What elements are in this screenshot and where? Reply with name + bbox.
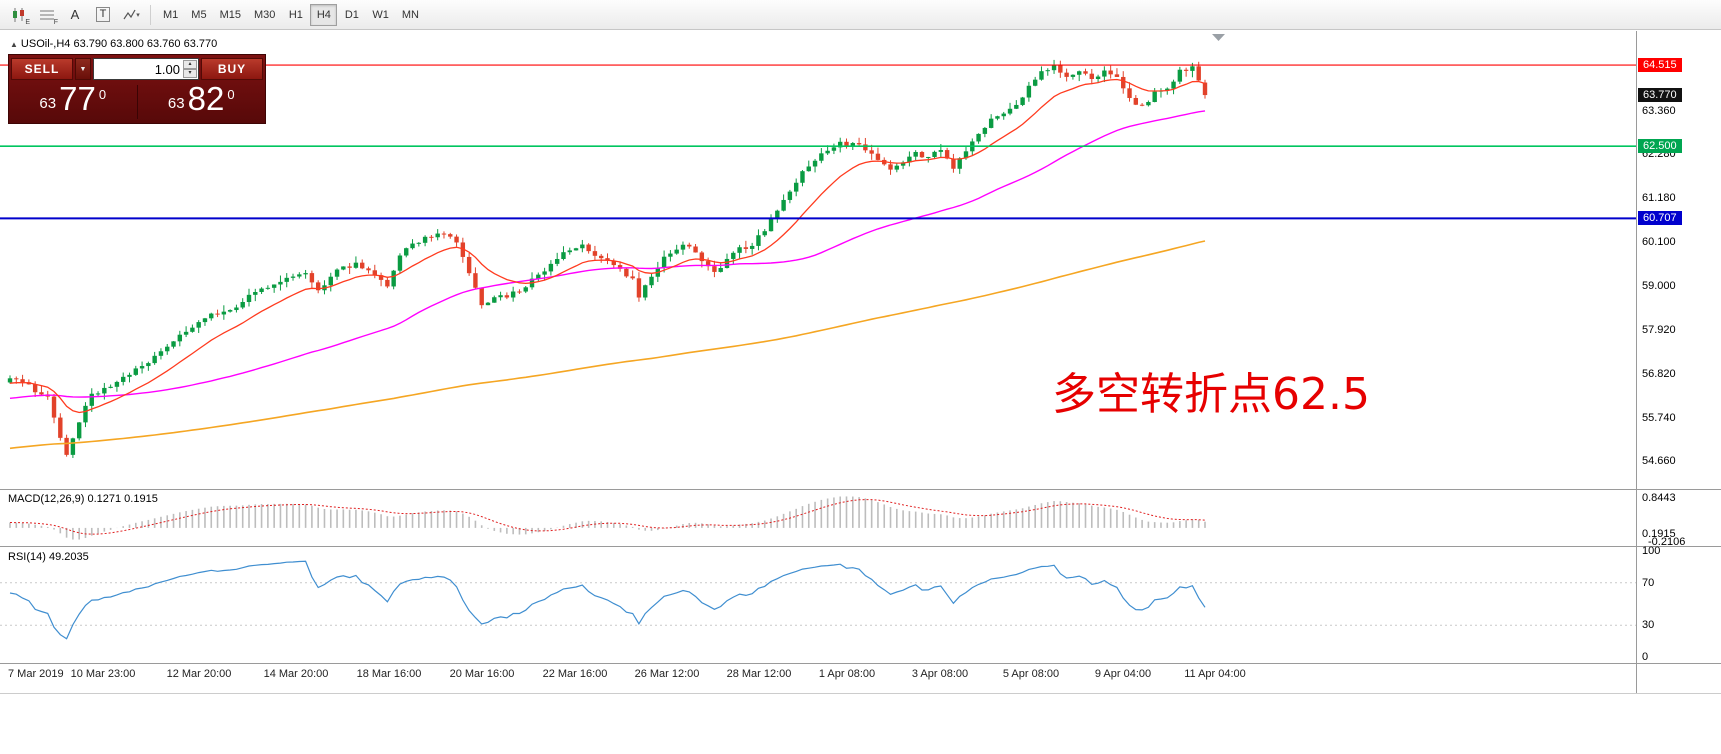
sell-price-main: 77: [59, 80, 96, 118]
sell-price-sup: 0: [98, 86, 107, 102]
sell-price-display[interactable]: 63 77 0: [9, 80, 137, 118]
price-axis-label: 61.180: [1642, 192, 1676, 205]
timeframe-m5-button[interactable]: M5: [185, 4, 212, 26]
rsi-label: RSI(14) 49.2035: [8, 551, 89, 563]
timeframe-button-group: M1 M5 M15 M30 H1 H4 D1 W1 MN: [157, 3, 425, 26]
trade-panel-controls: SELL ▼ ▴ ▾ BUY: [9, 55, 265, 81]
timeframe-m1-button[interactable]: M1: [157, 4, 184, 26]
volume-increase-button[interactable]: ▴: [183, 60, 197, 69]
time-axis-label: 20 Mar 16:00: [449, 668, 515, 680]
buy-price-display[interactable]: 63 82 0: [138, 80, 266, 118]
time-axis-label: 11 Apr 04:00: [1184, 668, 1246, 680]
price-axis-label: 60.100: [1642, 235, 1676, 248]
buy-button[interactable]: BUY: [201, 58, 263, 80]
price-axis-label: 57.920: [1642, 323, 1676, 336]
macd-axis-label: -0.2106: [1648, 536, 1686, 548]
time-axis-label: 7 Mar 2019: [8, 668, 64, 680]
candlestick-chart-icon[interactable]: E: [6, 3, 32, 27]
timeframe-mn-button[interactable]: MN: [396, 4, 425, 26]
cursor-tool-icon[interactable]: ▾: [118, 3, 144, 27]
timeframe-h1-button[interactable]: H1: [282, 4, 309, 26]
macd-label: MACD(12,26,9) 0.1271 0.1915: [8, 493, 158, 505]
timeframe-h4-button[interactable]: H4: [310, 3, 338, 26]
price-axis-label: 54.660: [1642, 455, 1676, 467]
time-axis-label: 18 Mar 16:00: [356, 668, 422, 680]
indicator-list-icon[interactable]: F: [34, 3, 60, 27]
time-axis-label: 9 Apr 04:00: [1094, 668, 1152, 680]
icon-sub-label: F: [53, 18, 58, 26]
trade-panel-prices: 63 77 0 63 82 0: [9, 81, 265, 123]
chevron-down-icon: ▼: [79, 65, 87, 73]
macd-axis-label: 0.8443: [1642, 492, 1676, 504]
price-badge: 62.500: [1638, 139, 1682, 154]
chart-annotation: 多空转折点62.5: [1052, 369, 1370, 420]
chart-shift-marker-icon: [1212, 34, 1225, 41]
rsi-axis-label: 0: [1642, 651, 1649, 663]
symbol-ohlc-text: USOil-,H4 63.790 63.800 63.760 63.770: [20, 38, 218, 50]
toolbar-icon-group: E F A T ▾: [6, 3, 144, 27]
text-tool-icon[interactable]: T: [90, 3, 116, 27]
volume-spinner: ▴ ▾: [183, 60, 197, 78]
time-axis-label: 3 Apr 08:00: [911, 668, 969, 680]
toolbar: E F A T ▾ M1 M5 M15 M30 H1 H4 D1 W1 MN: [0, 0, 1721, 30]
timeframe-w1-button[interactable]: W1: [366, 4, 395, 26]
volume-dropdown-button[interactable]: ▼: [75, 58, 91, 80]
buy-price-sup: 0: [227, 86, 235, 102]
price-axis-label: 63.360: [1642, 104, 1676, 117]
time-axis-label: 22 Mar 16:00: [542, 668, 608, 680]
one-click-trading-panel: SELL ▼ ▴ ▾ BUY 63 77 0 63 82 0: [8, 54, 266, 124]
sell-button[interactable]: SELL: [11, 58, 73, 80]
price-divider: [136, 85, 138, 119]
buy-price-main: 82: [187, 80, 225, 118]
sell-price-prefix: 63: [39, 94, 57, 112]
toolbar-separator: [150, 4, 151, 25]
time-axis-label: 1 Apr 08:00: [818, 668, 876, 680]
collapse-panel-icon[interactable]: ▲: [10, 40, 18, 49]
rsi-axis-label: 100: [1642, 545, 1661, 557]
volume-decrease-button[interactable]: ▾: [183, 69, 197, 78]
time-axis-label: 26 Mar 12:00: [634, 668, 700, 680]
time-axis-label: 28 Mar 12:00: [726, 668, 792, 680]
icon-sub-label: E: [25, 18, 30, 26]
price-badge: 60.707: [1638, 211, 1682, 226]
rsi-axis-label: 70: [1642, 576, 1655, 589]
volume-input[interactable]: [94, 59, 198, 79]
buy-price-prefix: 63: [167, 94, 185, 112]
price-axis-label: 56.820: [1642, 368, 1676, 380]
time-axis-label: 12 Mar 20:00: [166, 668, 232, 680]
timeframe-m30-button[interactable]: M30: [248, 4, 281, 26]
volume-box: ▴ ▾: [93, 58, 199, 80]
price-badge: 63.770: [1638, 88, 1682, 103]
time-axis-label: 5 Apr 08:00: [1002, 668, 1060, 680]
price-axis-label: 59.000: [1642, 280, 1676, 293]
price-badge: 64.515: [1638, 58, 1682, 73]
timeframe-d1-button[interactable]: D1: [338, 4, 365, 26]
rsi-axis-label: 30: [1642, 619, 1655, 632]
timeframe-m15-button[interactable]: M15: [214, 4, 247, 26]
time-axis-label: 14 Mar 20:00: [263, 668, 329, 680]
letter-a-tool-icon[interactable]: A: [62, 3, 88, 27]
price-axis-label: 55.740: [1642, 411, 1676, 424]
symbol-info: ▲ USOil-,H4 63.790 63.800 63.760 63.770: [10, 38, 217, 50]
time-axis-label: 10 Mar 23:00: [70, 668, 136, 680]
macd-axis-label: 0.1915: [1642, 528, 1676, 540]
